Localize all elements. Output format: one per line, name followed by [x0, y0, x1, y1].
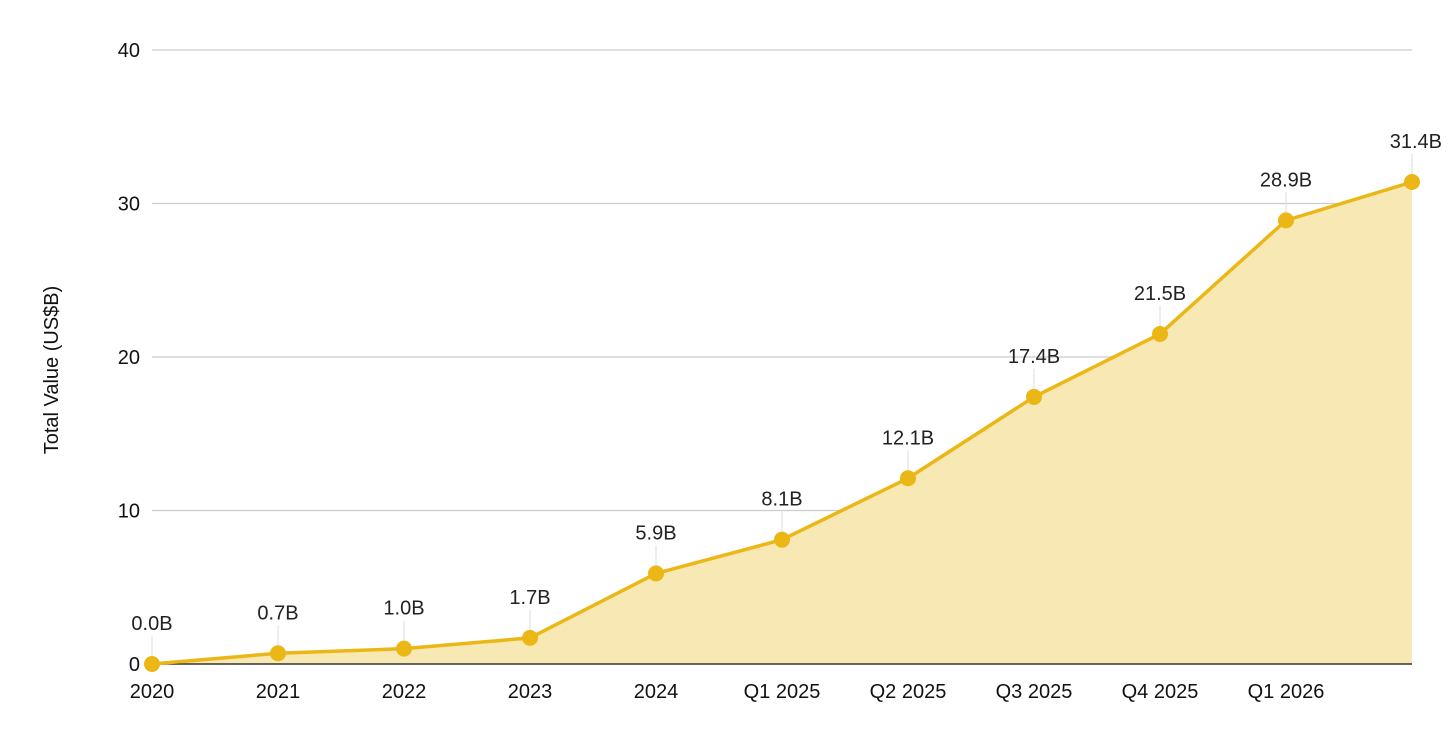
data-label: 0.7B: [257, 602, 298, 624]
x-axis-ticks: 2020 2021 2022 2023 2024 Q1 2025 Q2 2025 Q3 202…: [130, 681, 1325, 703]
x-tick-label: Q1 2026: [1248, 681, 1325, 703]
data-label: 31.4B: [1390, 131, 1442, 153]
data-point: [1026, 388, 1042, 405]
data-point: [1152, 325, 1168, 342]
data-label: 1.0B: [383, 598, 424, 620]
x-tick-label: Q1 2025: [744, 681, 821, 703]
x-tick-label: Q4 2025: [1122, 681, 1199, 703]
data-point: [648, 565, 664, 582]
data-point: [900, 470, 916, 487]
area-fill: [152, 182, 1412, 664]
label-leader-lines: [151, 154, 1413, 656]
data-point: [1404, 174, 1420, 191]
data-labels: 0.0B 0.7B 1.0B 1.7B 5.9B 8.1B 12.1B 17.4B 21.5B 2…: [131, 131, 1442, 635]
x-tick-label: 2024: [634, 681, 679, 703]
data-point: [774, 531, 790, 548]
data-point: [522, 629, 538, 646]
x-tick-label: 2022: [382, 681, 427, 703]
data-label: 0.0B: [131, 613, 172, 635]
data-label: 5.9B: [635, 522, 676, 544]
data-label: 28.9B: [1260, 169, 1312, 191]
y-axis-ticks: 0 10 20 30 40: [118, 40, 140, 676]
data-label: 1.7B: [509, 587, 550, 609]
y-axis-label: Total Value (US$B): [41, 286, 63, 455]
data-point: [270, 645, 286, 662]
y-tick-label: 40: [118, 40, 140, 62]
y-tick-label: 0: [129, 654, 140, 676]
y-tick-label: 10: [118, 501, 140, 523]
data-point: [1278, 212, 1294, 229]
data-label: 8.1B: [761, 489, 802, 511]
x-tick-label: Q3 2025: [996, 681, 1073, 703]
x-tick-label: 2020: [130, 681, 175, 703]
x-tick-label: 2023: [508, 681, 553, 703]
data-label: 12.1B: [882, 427, 934, 449]
y-tick-label: 30: [118, 194, 140, 216]
data-point: [396, 640, 412, 657]
x-tick-label: 2021: [256, 681, 301, 703]
data-point: [144, 656, 160, 672]
data-points: [144, 174, 1420, 672]
y-tick-label: 20: [118, 347, 140, 369]
data-label: 17.4B: [1008, 346, 1060, 368]
data-label: 21.5B: [1134, 283, 1186, 305]
x-tick-label: Q2 2025: [870, 681, 947, 703]
